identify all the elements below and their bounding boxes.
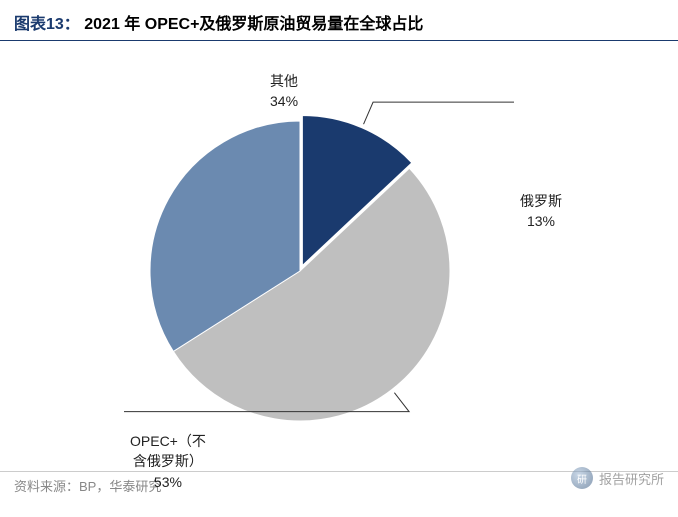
chart-title: 2021 年 OPEC+及俄罗斯原油贸易量在全球占比	[80, 16, 424, 33]
slice-label: OPEC+（不含俄罗斯）53%	[130, 431, 206, 492]
watermark-logo-icon: 研	[571, 467, 593, 489]
watermark-text: 报告研究所	[599, 469, 664, 488]
slice-label: 俄罗斯13%	[520, 191, 562, 232]
leader-line	[364, 102, 514, 124]
chart-number: 图表13：	[14, 16, 80, 33]
pie-chart-area: 俄罗斯13%OPEC+（不含俄罗斯）53%其他34%	[0, 41, 678, 471]
pie-chart-svg	[0, 41, 678, 471]
chart-header: 图表13： 2021 年 OPEC+及俄罗斯原油贸易量在全球占比	[0, 0, 678, 41]
watermark: 研 报告研究所	[571, 467, 664, 489]
slice-label: 其他34%	[270, 71, 298, 112]
